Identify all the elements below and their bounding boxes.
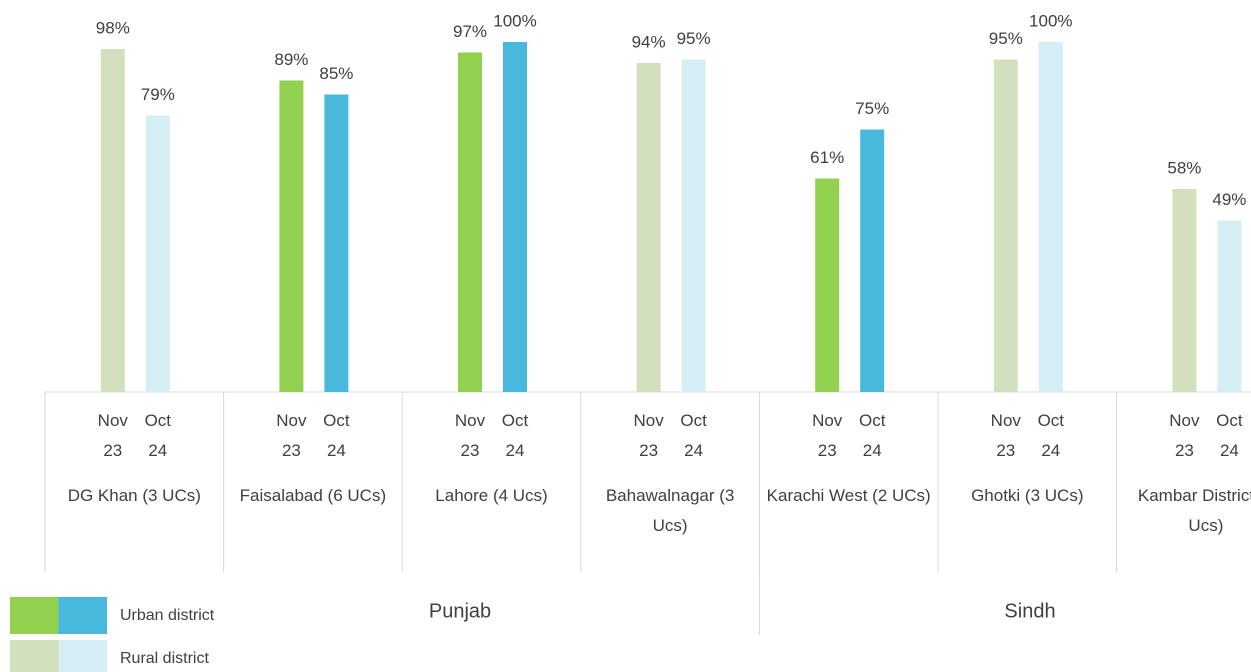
sub-category-label: Nov 23 [812, 411, 843, 460]
sub-category-label: Oct 24 [1038, 411, 1065, 460]
data-label: 79% [141, 85, 175, 104]
sub-category-label: Nov 23 [1169, 411, 1200, 460]
bar [860, 129, 885, 392]
bar [636, 63, 661, 392]
legend-swatch [10, 640, 59, 672]
bar [100, 49, 125, 392]
category-label: Bahawalnagar (3 Ucs) [606, 486, 735, 535]
sub-category-label: Nov 23 [633, 411, 664, 460]
data-label: 98% [96, 18, 130, 37]
data-label: 94% [632, 32, 666, 51]
group-label: Sindh [1004, 600, 1055, 622]
sub-category-label: Oct 24 [145, 411, 172, 460]
bar [145, 115, 170, 392]
bar [458, 52, 482, 392]
data-label: 97% [453, 22, 487, 41]
data-label: 58% [1167, 158, 1201, 177]
data-label: 100% [493, 11, 536, 30]
bar [1038, 42, 1063, 392]
data-label: 89% [274, 50, 308, 69]
data-label: 100% [1029, 11, 1072, 30]
sub-category-label: Oct 24 [680, 411, 707, 460]
sub-category-label: Oct 24 [1216, 411, 1243, 460]
legend-swatch [58, 597, 107, 634]
sub-category-label: Oct 24 [502, 411, 529, 460]
legend-swatch [58, 640, 107, 672]
sub-category-label: Nov 23 [98, 411, 129, 460]
sub-category-label: Nov 23 [276, 411, 307, 460]
sub-category-label: Nov 23 [455, 411, 486, 460]
sub-category-label: Oct 24 [859, 411, 886, 460]
bar [503, 42, 527, 392]
data-label: 95% [677, 29, 711, 48]
sub-category-label: Oct 24 [323, 411, 350, 460]
legend-swatch [10, 597, 59, 634]
category-label: Lahore (4 Ucs) [435, 486, 547, 505]
data-label: 85% [319, 64, 353, 83]
bar [993, 59, 1018, 392]
data-label: 75% [855, 99, 889, 118]
category-label: Karachi West (2 UCs) [767, 486, 931, 505]
group-label: Punjab [429, 600, 491, 622]
bar [324, 94, 349, 392]
category-label: Ghotki (3 UCs) [971, 486, 1083, 505]
bar [815, 178, 840, 392]
bar [1217, 220, 1242, 392]
category-label: Faisalabad (6 UCs) [240, 486, 386, 505]
data-label: 95% [989, 29, 1023, 48]
category-label: DG Khan (3 UCs) [68, 486, 201, 505]
bar [681, 59, 706, 392]
data-label: 61% [810, 148, 844, 167]
legend-label: Urban district [120, 607, 215, 624]
data-label: 49% [1212, 190, 1246, 209]
bar [279, 80, 304, 392]
legend-label: Rural district [120, 650, 209, 667]
bar [1172, 189, 1197, 392]
sub-category-label: Nov 23 [991, 411, 1022, 460]
